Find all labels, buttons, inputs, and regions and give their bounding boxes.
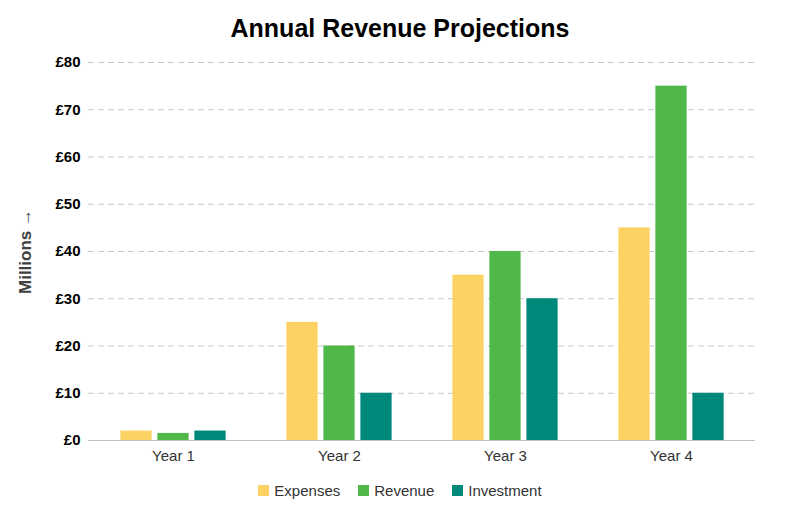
svg-text:Year 4: Year 4 — [650, 447, 693, 464]
svg-text:£70: £70 — [55, 101, 80, 118]
svg-text:£80: £80 — [55, 53, 80, 70]
svg-text:£50: £50 — [55, 195, 80, 212]
svg-text:Year 2: Year 2 — [318, 447, 361, 464]
svg-text:Year 3: Year 3 — [484, 447, 527, 464]
svg-text:Year 1: Year 1 — [152, 447, 195, 464]
html-text:Investment: Investment — [468, 482, 542, 499]
svg-text:£60: £60 — [55, 148, 80, 165]
svg-text:£0: £0 — [64, 431, 81, 448]
svg-text:£30: £30 — [55, 290, 80, 307]
html-text:Annual Revenue Projections: Annual Revenue Projections — [230, 14, 570, 42]
html-text:Expenses: Expenses — [274, 482, 341, 499]
svg-text:Millions →: Millions → — [16, 209, 35, 294]
svg-text:£20: £20 — [55, 337, 80, 354]
html-text:Revenue: Revenue — [374, 482, 435, 499]
svg-text:£40: £40 — [55, 242, 80, 259]
svg-text:£10: £10 — [55, 384, 80, 401]
